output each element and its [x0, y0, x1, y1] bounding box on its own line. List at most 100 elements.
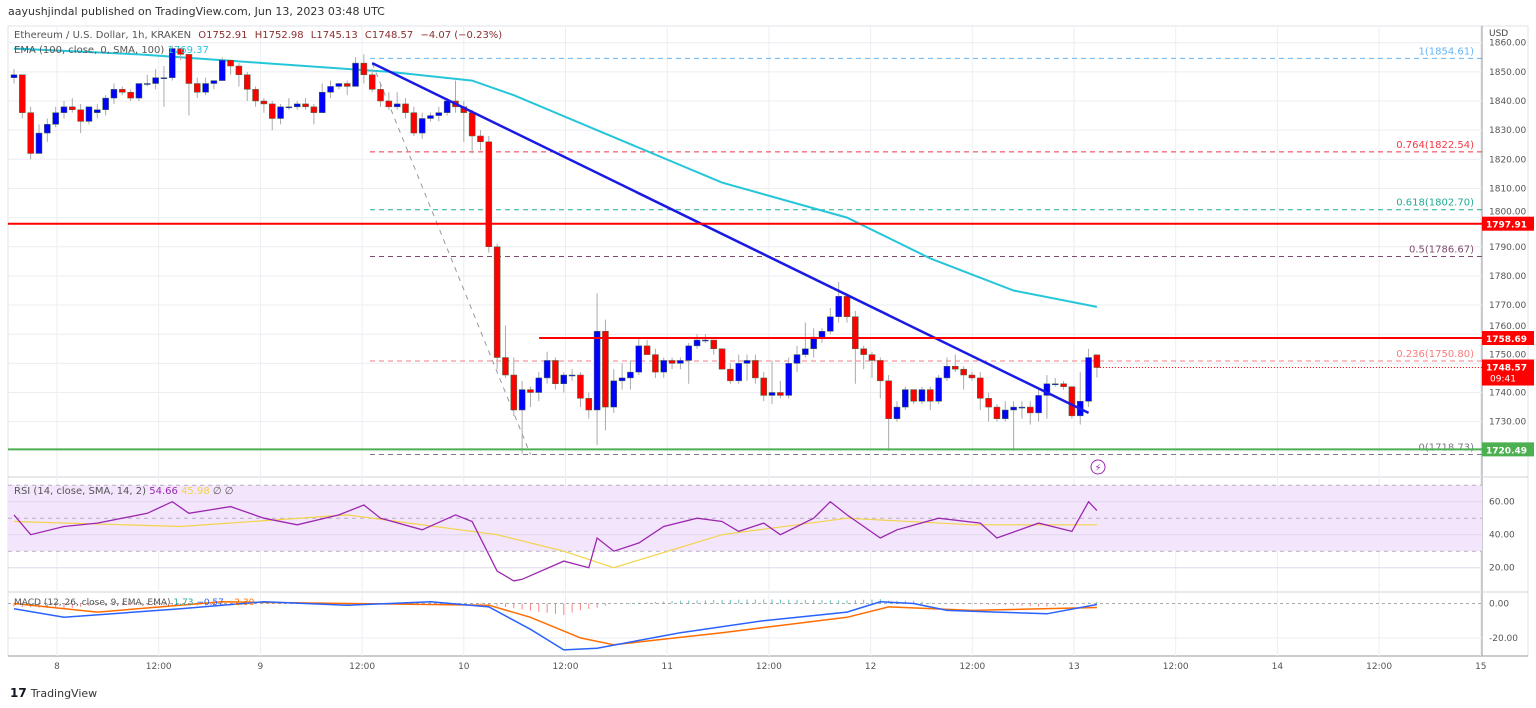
candle-body [443, 100, 451, 113]
candle [418, 112, 426, 139]
candle-body [660, 360, 667, 373]
candle [427, 112, 434, 122]
flash-event-icon [1090, 459, 1106, 475]
candle [602, 319, 609, 431]
candle [827, 307, 834, 335]
candle [1076, 372, 1084, 425]
candle-body [560, 374, 568, 385]
candle [535, 372, 543, 402]
candle [60, 101, 68, 119]
candle-body [1052, 383, 1059, 386]
rsi-ma-value: 45.98 [181, 486, 210, 497]
candle-body [1018, 406, 1026, 409]
candle-body [377, 89, 384, 102]
candle-body [327, 86, 334, 93]
candle [910, 389, 917, 405]
candle-body [185, 54, 193, 84]
candle-body [960, 368, 967, 376]
candle [77, 103, 84, 134]
candle [843, 293, 851, 323]
time-tick-label: 11 [661, 662, 672, 672]
candle-body [918, 389, 926, 402]
candle [169, 45, 176, 81]
candle [102, 95, 109, 116]
candle-body [385, 100, 393, 108]
candle [385, 92, 393, 110]
candle-body [585, 398, 593, 411]
ema-label: EMA (100, close, 0, SMA, 100) [14, 45, 165, 56]
candle [260, 98, 268, 113]
candle [243, 71, 251, 101]
fib-level-label: 1(1854.61) [1418, 46, 1474, 57]
flash-event-glyph: ⚡ [1094, 463, 1101, 474]
candle [868, 351, 876, 378]
candle-body [652, 354, 659, 373]
candle [560, 372, 568, 393]
candle-body [535, 377, 543, 393]
price-tick-label: 1750.00 [1489, 351, 1526, 361]
candle [35, 124, 43, 154]
candle [768, 360, 776, 405]
candle-body [152, 77, 159, 84]
candle [135, 83, 143, 101]
candle [960, 366, 967, 390]
candle [377, 83, 384, 107]
candle [19, 74, 26, 119]
rsi-value: 54.66 [149, 486, 178, 497]
candle-body [777, 392, 784, 396]
fib-level-label: 0.764(1822.54) [1396, 140, 1474, 151]
level-price-label: 1797.91 [1486, 221, 1527, 231]
candle [1085, 348, 1092, 408]
candle [877, 357, 884, 399]
candle [293, 101, 301, 110]
price-tick-label: 1780.00 [1489, 272, 1526, 282]
countdown-label: 09:41 [1490, 375, 1516, 385]
candle-body [627, 371, 634, 379]
plot-frame [7, 25, 1529, 657]
macd-tick-label: -20.00 [1489, 634, 1518, 644]
candle [327, 80, 334, 99]
candle [1060, 380, 1067, 390]
fib-anchor-line [371, 62, 531, 455]
candle [1010, 401, 1017, 451]
candle-body [868, 354, 876, 361]
rsi-tick-label: 20.00 [1489, 564, 1515, 574]
candle [677, 357, 684, 370]
candle [985, 392, 992, 422]
price-tick-label: 1790.00 [1489, 243, 1526, 253]
candle-body [693, 339, 701, 347]
candle [94, 103, 101, 119]
candle [210, 80, 218, 90]
candle-body [877, 360, 884, 382]
candle [610, 369, 618, 413]
candle-body [893, 406, 901, 419]
candle-body [435, 112, 443, 116]
candle-body [268, 103, 276, 119]
candle-body [610, 380, 618, 408]
candle-body [343, 83, 351, 87]
candle [1068, 386, 1076, 419]
brand-name[interactable]: TradingView [30, 686, 98, 700]
candle-body [485, 141, 493, 247]
candle-body [785, 363, 792, 396]
candle-body [477, 135, 484, 143]
candle-body [468, 112, 476, 137]
candle [10, 68, 18, 84]
candle [1052, 377, 1059, 387]
candle [818, 328, 826, 343]
price-tick-label: 1760.00 [1489, 322, 1526, 332]
fib-level-label: 0.236(1750.80) [1396, 349, 1474, 360]
price-tick-label: 1830.00 [1489, 126, 1526, 136]
candle-body [352, 62, 359, 87]
price-tick-label: 1730.00 [1489, 418, 1526, 428]
candle [793, 345, 801, 373]
time-tick-label: 12:00 [553, 662, 579, 672]
candle [527, 386, 534, 408]
candle [435, 106, 443, 122]
candle-body [885, 380, 892, 419]
candle [69, 98, 76, 113]
candle [893, 401, 901, 422]
rsi-line [13, 500, 1098, 582]
candle [993, 404, 1001, 422]
